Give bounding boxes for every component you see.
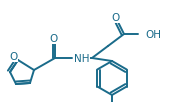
Text: OH: OH [145,30,161,40]
Text: O: O [10,52,18,62]
Text: NH: NH [74,54,89,64]
Text: O: O [112,13,120,23]
Text: O: O [50,34,58,44]
